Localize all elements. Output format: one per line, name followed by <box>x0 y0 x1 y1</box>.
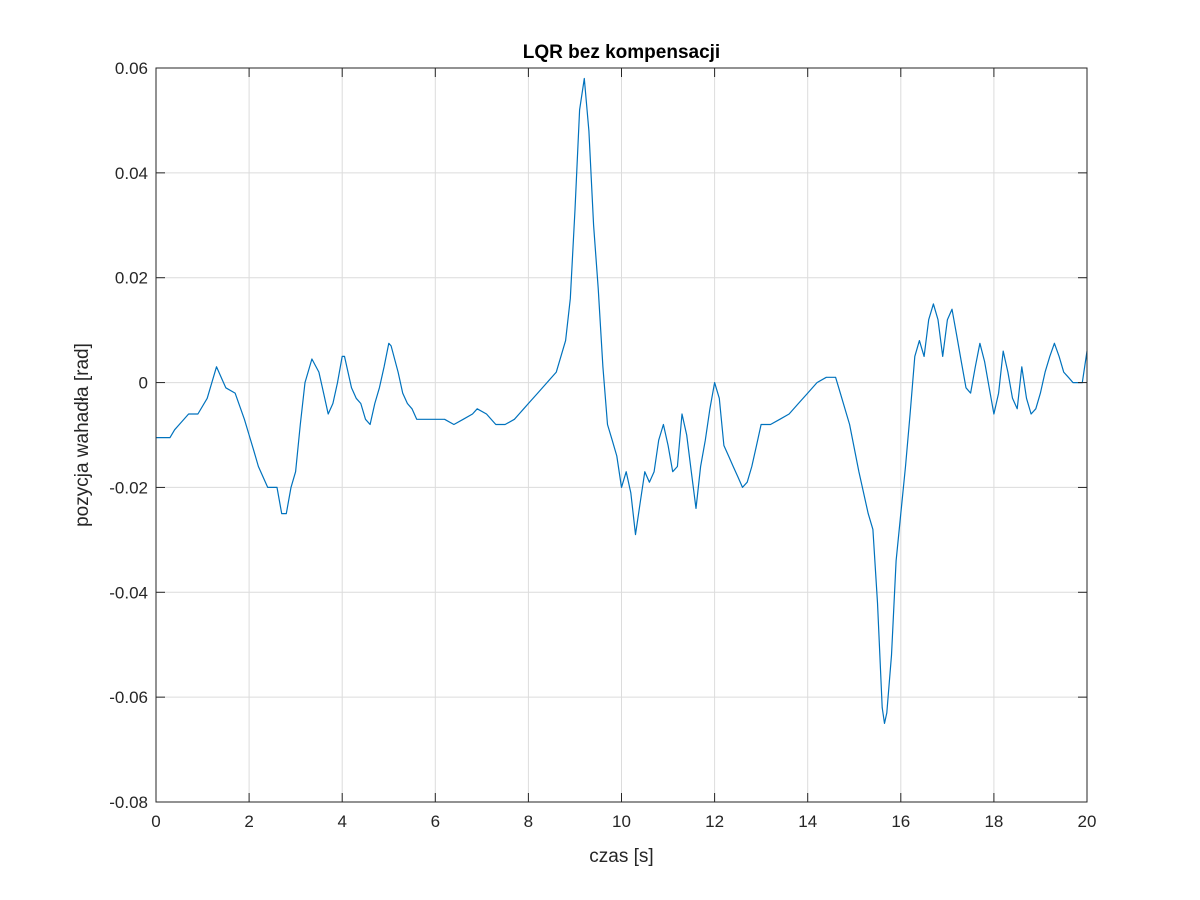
y-axis-label: pozycja wahadła [rad] <box>72 343 93 527</box>
x-tick-label: 4 <box>337 812 346 831</box>
series-line <box>156 77 1088 724</box>
x-axis-label: czas [s] <box>589 846 653 867</box>
x-tick-label: 8 <box>524 812 533 831</box>
y-tick-labels: -0.08 -0.06 -0.04 -0.02 0 0.02 0.04 0.06 <box>109 59 148 812</box>
x-tick-label: 0 <box>151 812 160 831</box>
y-tick-label: 0.02 <box>115 269 148 288</box>
y-tick-label: -0.02 <box>109 478 148 497</box>
chart-title: LQR bez kompensacji <box>523 42 720 63</box>
y-tick-label: 0 <box>139 374 148 393</box>
x-tick-label: 16 <box>891 812 910 831</box>
x-tick-label: 10 <box>612 812 631 831</box>
y-tick-label: 0.06 <box>115 59 148 78</box>
y-tick-label: -0.04 <box>109 583 148 602</box>
x-tick-label: 12 <box>705 812 724 831</box>
x-tick-label: 14 <box>798 812 817 831</box>
y-tick-label: 0.04 <box>115 164 148 183</box>
x-tick-label: 2 <box>244 812 253 831</box>
y-tick-label: -0.06 <box>109 688 148 707</box>
series-layer <box>156 77 1088 724</box>
x-tick-label: 20 <box>1078 812 1097 831</box>
x-tick-label: 6 <box>431 812 440 831</box>
x-tick-labels: 0 2 4 6 8 10 12 14 16 18 20 <box>151 812 1096 831</box>
tick-marks <box>155 67 1088 803</box>
x-tick-label: 18 <box>984 812 1003 831</box>
y-tick-label: -0.08 <box>109 793 148 812</box>
